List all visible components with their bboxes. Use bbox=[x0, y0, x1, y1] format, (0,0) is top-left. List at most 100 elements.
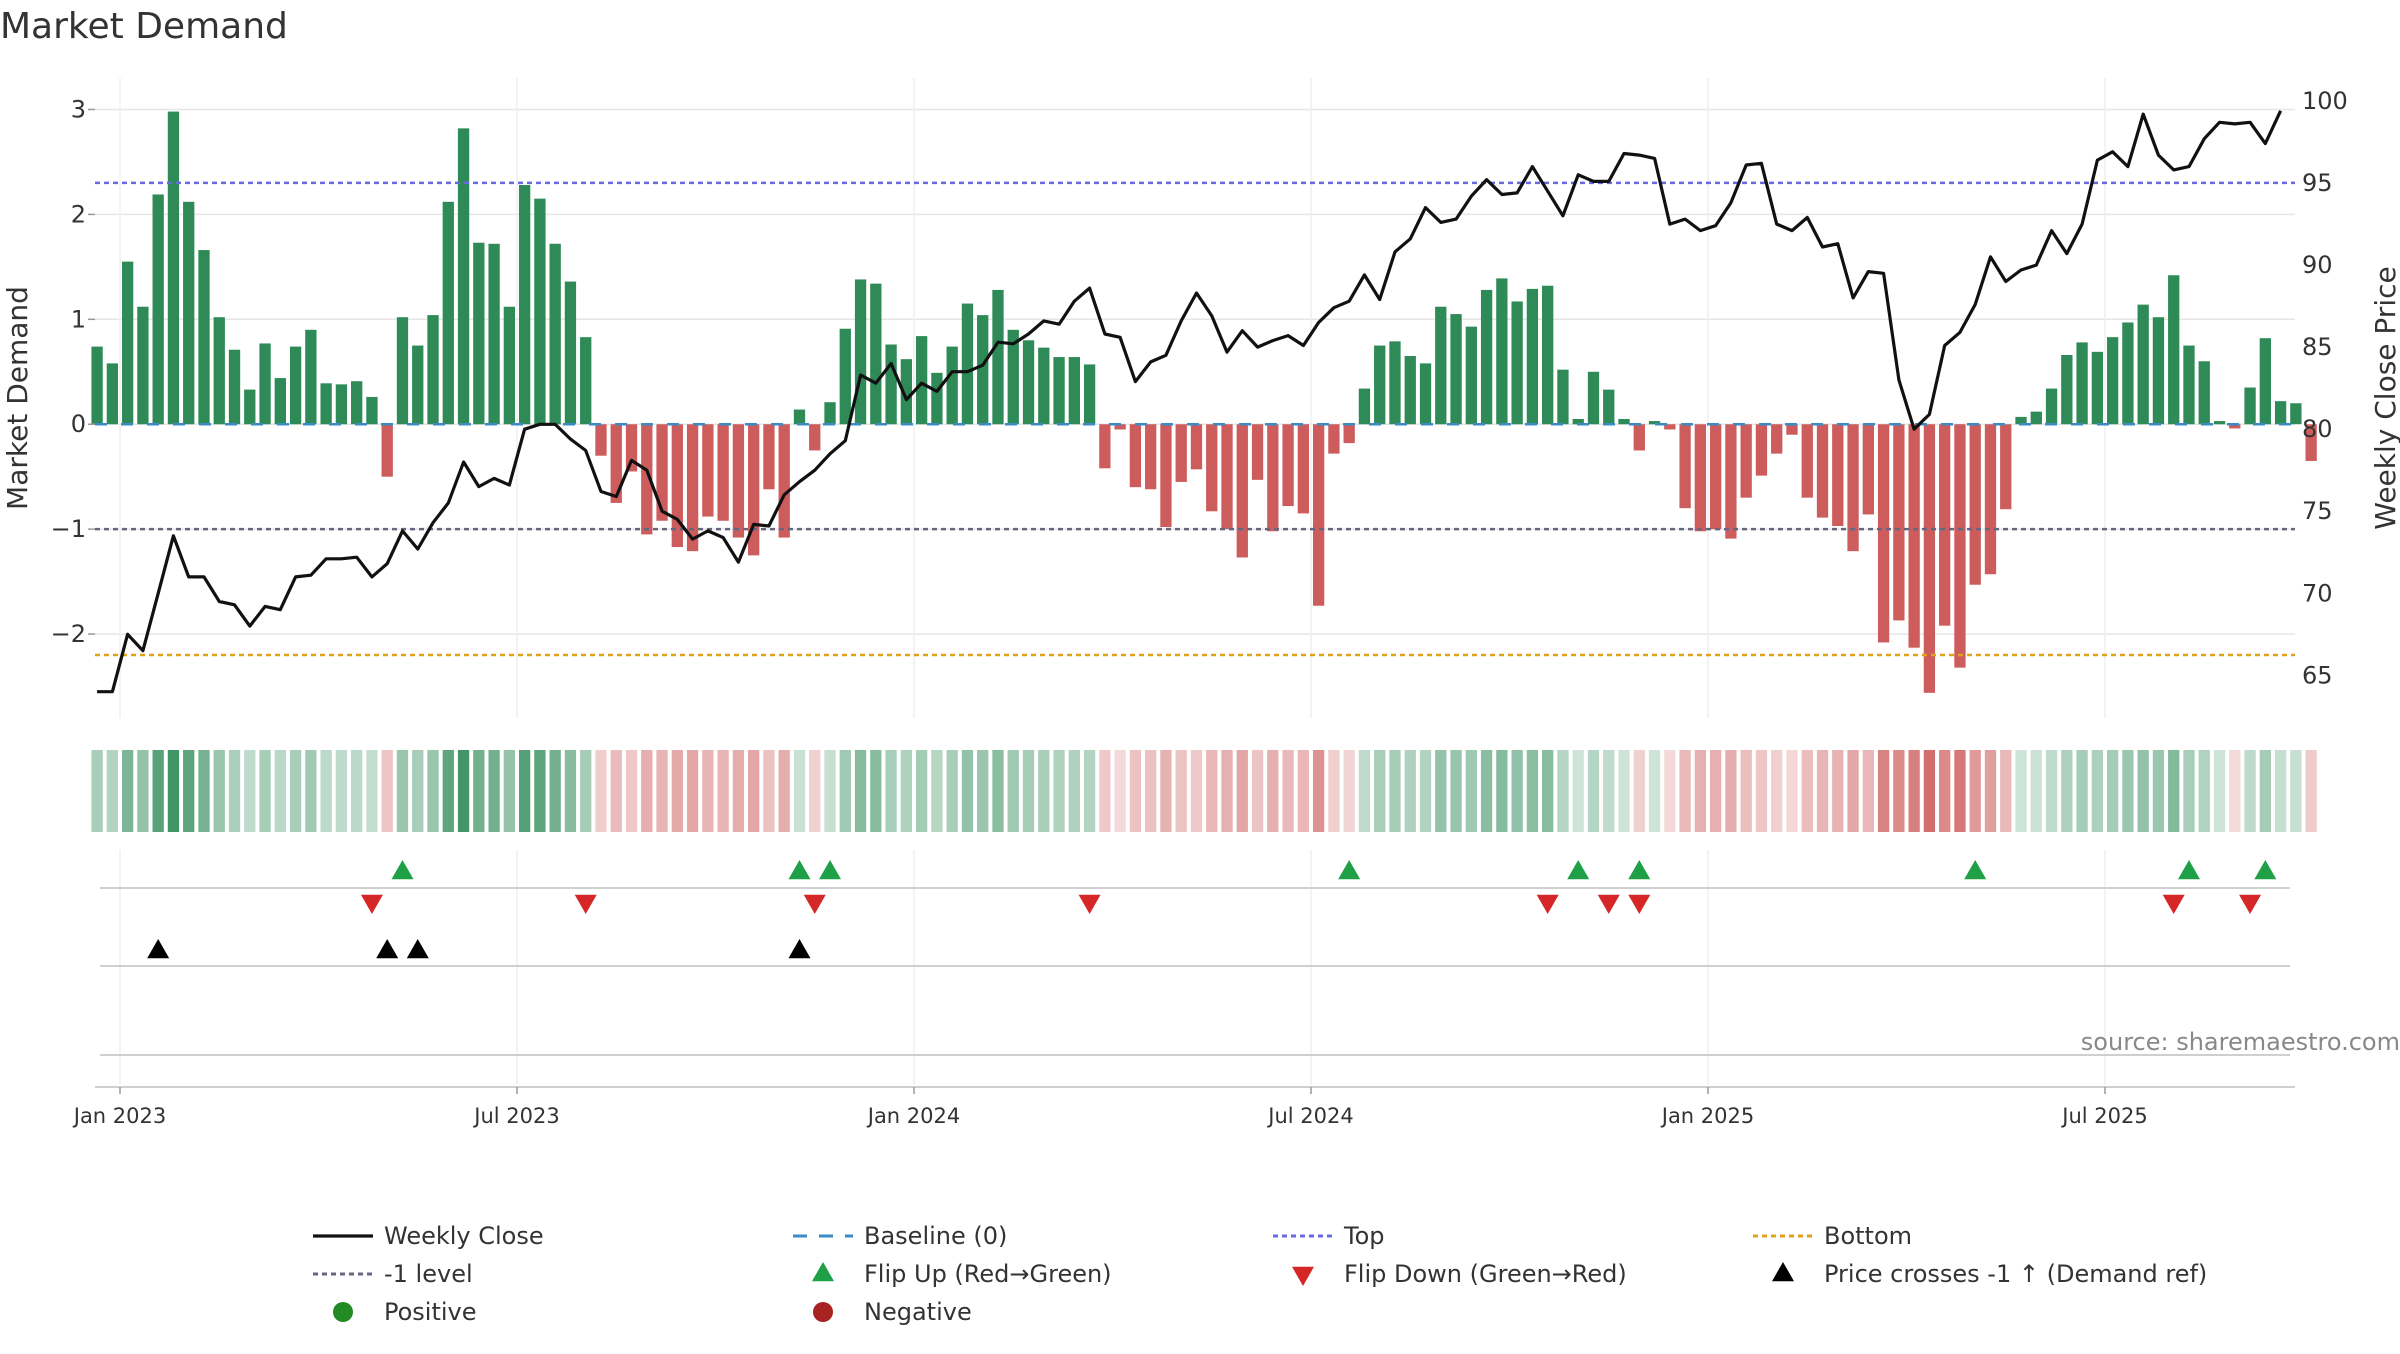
heat-cell bbox=[824, 750, 836, 832]
demand-bar-negative bbox=[1282, 424, 1294, 507]
demand-bar-negative bbox=[763, 424, 775, 490]
heat-cell bbox=[595, 750, 607, 832]
heat-cell bbox=[534, 750, 546, 832]
left-axis-label: Market Demand bbox=[1, 286, 34, 510]
demand-bar-positive bbox=[2152, 317, 2165, 425]
demand-bar-negative bbox=[610, 424, 622, 503]
flip-up-marker bbox=[1628, 860, 1651, 880]
heat-cell bbox=[1908, 750, 1920, 832]
left-tick-label: 1 bbox=[71, 305, 86, 333]
demand-bar-negative bbox=[1847, 424, 1859, 552]
heat-cell bbox=[900, 750, 913, 832]
heat-cell bbox=[1939, 750, 1951, 832]
heat-cell bbox=[1847, 750, 1859, 832]
demand-bar-positive bbox=[305, 329, 317, 425]
heat-cell bbox=[671, 750, 683, 832]
right-tick-label: 65 bbox=[2302, 661, 2333, 689]
heat-cell bbox=[2183, 750, 2195, 832]
flip-up-marker bbox=[2177, 860, 2200, 880]
demand-bar-positive bbox=[992, 289, 1004, 425]
flip-up-marker bbox=[788, 860, 811, 880]
demand-bar-positive bbox=[366, 396, 378, 425]
x-tick-label: Jan 2025 bbox=[1660, 1104, 1755, 1128]
heat-cell bbox=[2137, 750, 2149, 832]
demand-bar-positive bbox=[1404, 356, 1416, 425]
demand-bar-negative bbox=[1786, 424, 1798, 435]
axes: 3 2 1 0 −1 −2 100 95 90 85 80 75 70 65 Market Demand We… bbox=[1, 87, 2400, 1128]
demand-bar-negative bbox=[1129, 424, 1142, 488]
price-cross-marker bbox=[376, 939, 399, 959]
heat-cell bbox=[763, 750, 775, 832]
heat-cell bbox=[473, 750, 485, 832]
heat-cell bbox=[854, 750, 867, 832]
reference-lines bbox=[95, 181, 2295, 657]
demand-bar-negative bbox=[1297, 424, 1310, 514]
right-tick-label: 90 bbox=[2302, 251, 2333, 279]
demand-bar-positive bbox=[946, 346, 958, 425]
demand-bar-positive bbox=[1083, 364, 1096, 425]
demand-bar-negative bbox=[1862, 424, 1874, 515]
demand-bar-negative bbox=[1801, 424, 1813, 498]
demand-bar-positive bbox=[534, 198, 546, 425]
heat-cell bbox=[1923, 750, 1936, 832]
demand-bar-positive bbox=[244, 389, 256, 425]
heat-cell bbox=[931, 750, 943, 832]
heat-cell bbox=[381, 750, 393, 832]
demand-bar-negative bbox=[732, 424, 745, 538]
heat-cell bbox=[1877, 750, 1890, 832]
demand-bar-positive bbox=[1648, 421, 1661, 425]
heat-cell bbox=[396, 750, 409, 832]
heat-cell bbox=[1603, 750, 1615, 832]
demand-bar-negative bbox=[1954, 424, 1966, 668]
left-tick-label: 3 bbox=[71, 95, 86, 123]
right-tick-label: 70 bbox=[2302, 579, 2333, 607]
demand-bar-negative bbox=[1206, 424, 1218, 512]
heat-cell bbox=[610, 750, 622, 832]
demand-bar-positive bbox=[213, 317, 225, 425]
x-tick-label: Jan 2024 bbox=[866, 1104, 961, 1128]
heat-cell bbox=[977, 750, 989, 832]
demand-bar-positive bbox=[2213, 421, 2226, 425]
demand-bar-positive bbox=[259, 343, 271, 425]
heat-cell bbox=[1725, 750, 1737, 832]
heat-cell bbox=[915, 750, 928, 832]
heat-cell bbox=[1312, 750, 1325, 832]
flip-up-marker bbox=[391, 860, 414, 880]
legend-label-top: Top bbox=[1343, 1222, 1385, 1250]
price-line-group bbox=[97, 110, 2283, 694]
demand-bar-negative bbox=[1923, 424, 1936, 693]
legend-swatch-price-cross bbox=[1772, 1262, 1794, 1282]
heat-cell bbox=[732, 750, 745, 832]
demand-bar-negative bbox=[809, 424, 821, 451]
heat-cell bbox=[1419, 750, 1432, 832]
heat-cell bbox=[351, 750, 363, 832]
x-tick-label: Jul 2023 bbox=[472, 1104, 559, 1128]
heat-cell bbox=[1496, 750, 1508, 832]
price-cross-marker bbox=[147, 939, 170, 959]
heat-cell bbox=[1816, 750, 1829, 832]
heat-cell bbox=[106, 750, 119, 832]
demand-bar-negative bbox=[2305, 424, 2317, 461]
legend-label-weekly_close: Weekly Close bbox=[384, 1222, 544, 1250]
demand-bar-negative bbox=[1343, 424, 1355, 444]
demand-bar-positive bbox=[2076, 342, 2088, 425]
heat-cell bbox=[1664, 750, 1676, 832]
demand-bar-positive bbox=[1618, 418, 1630, 425]
heat-cell bbox=[2229, 750, 2241, 832]
demand-bar-positive bbox=[1511, 301, 1523, 425]
demand-bar-positive bbox=[931, 372, 943, 425]
heat-cell bbox=[564, 750, 577, 832]
right-axis-label: Weekly Close Price bbox=[2369, 266, 2400, 529]
demand-bar-positive bbox=[183, 201, 195, 425]
legend-label-negative: Negative bbox=[864, 1298, 972, 1326]
demand-bar-positive bbox=[91, 346, 103, 425]
demand-bar-positive bbox=[564, 281, 577, 425]
demand-bar-negative bbox=[1190, 424, 1203, 470]
demand-bar-negative bbox=[1099, 424, 1111, 469]
demand-bar-positive bbox=[320, 383, 332, 425]
heat-cell bbox=[1114, 750, 1126, 832]
heat-cell bbox=[2213, 750, 2226, 832]
demand-bar-positive bbox=[1572, 418, 1584, 425]
heat-cell bbox=[1297, 750, 1310, 832]
